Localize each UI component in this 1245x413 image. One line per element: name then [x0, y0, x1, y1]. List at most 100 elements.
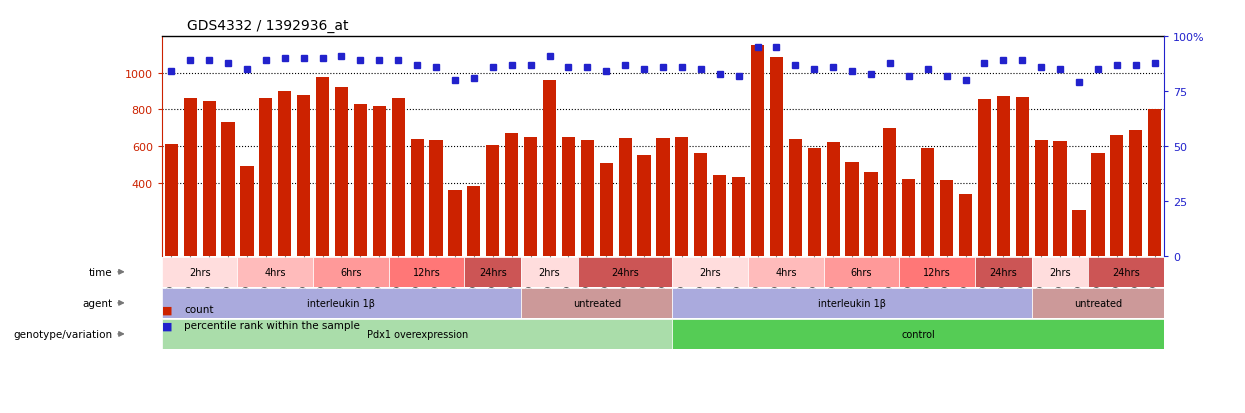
Bar: [769, 58, 783, 256]
Bar: [748, 257, 824, 287]
Text: untreated: untreated: [573, 298, 621, 308]
Bar: [448, 190, 462, 256]
Text: 6hrs: 6hrs: [850, 267, 873, 277]
Text: untreated: untreated: [1074, 298, 1122, 308]
Text: 24hrs: 24hrs: [611, 267, 639, 277]
Bar: [672, 319, 1164, 349]
Bar: [1032, 257, 1088, 287]
Text: 2hrs: 2hrs: [539, 267, 560, 277]
Bar: [259, 99, 273, 256]
Text: time: time: [88, 267, 112, 277]
Bar: [524, 138, 537, 256]
Bar: [1148, 110, 1162, 256]
Bar: [883, 128, 896, 256]
Bar: [675, 138, 688, 256]
Bar: [672, 288, 1032, 318]
Bar: [238, 257, 314, 287]
Text: agent: agent: [82, 298, 112, 308]
Bar: [430, 141, 443, 256]
Bar: [751, 46, 764, 256]
Bar: [732, 178, 746, 256]
Bar: [578, 257, 672, 287]
Bar: [561, 138, 575, 256]
Bar: [977, 100, 991, 256]
Bar: [222, 123, 234, 256]
Bar: [1053, 142, 1067, 256]
Bar: [314, 257, 388, 287]
Bar: [1088, 257, 1164, 287]
Text: ■: ■: [162, 305, 172, 315]
Text: 2hrs: 2hrs: [1050, 267, 1071, 277]
Bar: [580, 140, 594, 256]
Bar: [789, 139, 802, 256]
Bar: [899, 257, 975, 287]
Bar: [940, 180, 954, 256]
Bar: [392, 99, 405, 256]
Bar: [637, 156, 651, 256]
Bar: [183, 99, 197, 256]
Bar: [1032, 288, 1164, 318]
Bar: [411, 139, 423, 256]
Bar: [903, 179, 915, 256]
Bar: [240, 167, 254, 256]
Bar: [505, 134, 518, 256]
Bar: [203, 102, 215, 256]
Bar: [1035, 140, 1048, 256]
Bar: [1092, 154, 1104, 256]
Bar: [372, 107, 386, 256]
Bar: [388, 257, 464, 287]
Text: 24hrs: 24hrs: [479, 267, 507, 277]
Bar: [1129, 130, 1143, 256]
Bar: [335, 88, 349, 256]
Bar: [695, 154, 707, 256]
Bar: [959, 194, 972, 256]
Bar: [522, 257, 578, 287]
Bar: [522, 288, 672, 318]
Bar: [921, 148, 934, 256]
Bar: [164, 145, 178, 256]
Text: GDS4332 / 1392936_at: GDS4332 / 1392936_at: [187, 19, 349, 33]
Bar: [864, 173, 878, 256]
Bar: [1111, 135, 1123, 256]
Bar: [845, 163, 859, 256]
Bar: [975, 257, 1032, 287]
Bar: [543, 81, 557, 256]
Text: interleukin 1β: interleukin 1β: [818, 298, 886, 308]
Text: 4hrs: 4hrs: [264, 267, 286, 277]
Bar: [162, 257, 238, 287]
Text: 4hrs: 4hrs: [776, 267, 797, 277]
Text: genotype/variation: genotype/variation: [12, 329, 112, 339]
Text: 24hrs: 24hrs: [990, 267, 1017, 277]
Bar: [486, 146, 499, 256]
Bar: [600, 164, 613, 256]
Bar: [827, 143, 840, 256]
Text: interleukin 1β: interleukin 1β: [308, 298, 376, 308]
Bar: [1016, 97, 1028, 256]
Bar: [467, 187, 481, 256]
Text: count: count: [184, 305, 214, 315]
Text: 24hrs: 24hrs: [1112, 267, 1140, 277]
Text: 12hrs: 12hrs: [412, 267, 441, 277]
Bar: [354, 104, 367, 256]
Bar: [298, 95, 310, 256]
Bar: [278, 92, 291, 256]
Bar: [824, 257, 899, 287]
Bar: [162, 319, 672, 349]
Bar: [162, 288, 522, 318]
Bar: [808, 148, 820, 256]
Bar: [464, 257, 522, 287]
Bar: [316, 78, 329, 256]
Text: 6hrs: 6hrs: [340, 267, 362, 277]
Text: percentile rank within the sample: percentile rank within the sample: [184, 320, 360, 330]
Text: 12hrs: 12hrs: [924, 267, 951, 277]
Bar: [619, 138, 631, 256]
Text: Pdx1 overexpression: Pdx1 overexpression: [366, 329, 468, 339]
Text: control: control: [901, 329, 935, 339]
Text: 2hrs: 2hrs: [700, 267, 721, 277]
Bar: [997, 97, 1010, 256]
Bar: [713, 176, 726, 256]
Text: 2hrs: 2hrs: [189, 267, 210, 277]
Bar: [656, 138, 670, 256]
Text: ■: ■: [162, 320, 172, 330]
Bar: [1072, 211, 1086, 256]
